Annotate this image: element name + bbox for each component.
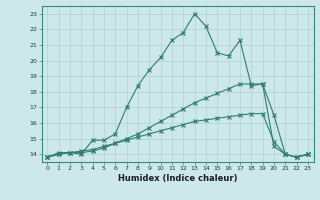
X-axis label: Humidex (Indice chaleur): Humidex (Indice chaleur) bbox=[118, 174, 237, 183]
